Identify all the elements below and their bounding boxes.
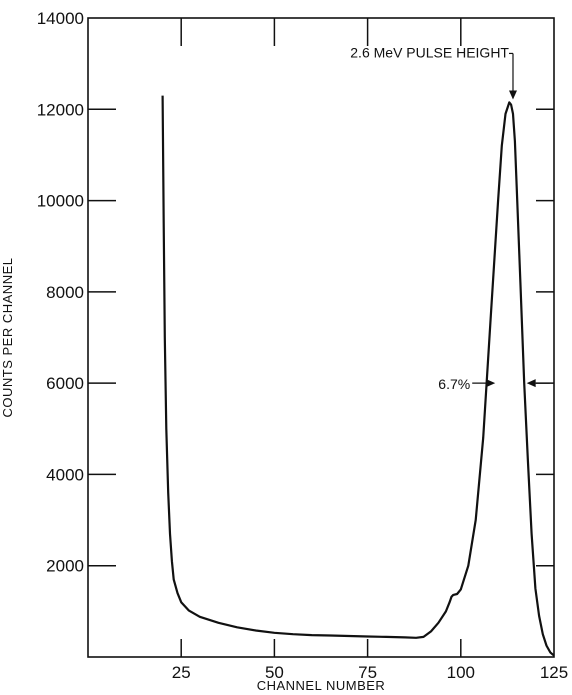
fwhm-left-arrow bbox=[486, 379, 496, 388]
x-tick-label: 50 bbox=[265, 663, 284, 682]
x-tick-labels: 25 50 75 100 125 bbox=[172, 663, 568, 682]
fwhm-right-arrow bbox=[526, 379, 536, 388]
plot-frame bbox=[87, 17, 555, 658]
y-tick-label: 12000 bbox=[37, 100, 84, 119]
peak-label: 2.6 MeV PULSE HEIGHT bbox=[350, 44, 509, 60]
y-tick-label: 8000 bbox=[46, 283, 84, 302]
y-axis-title: COUNTS PER CHANNEL bbox=[0, 258, 15, 418]
x-tick-label: 25 bbox=[172, 663, 191, 682]
peak-arrow-head bbox=[508, 90, 517, 100]
plot-border bbox=[87, 17, 555, 658]
y-tick-label: 10000 bbox=[37, 192, 84, 211]
spectrum-curve bbox=[161, 95, 555, 657]
y-tick-label: 4000 bbox=[46, 465, 84, 484]
axis-ticks bbox=[88, 18, 554, 657]
y-tick-label: 2000 bbox=[46, 557, 84, 576]
x-axis-title: CHANNEL NUMBER bbox=[257, 678, 386, 693]
y-tick-labels: 2000 4000 6000 8000 10000 12000 14000 bbox=[37, 9, 84, 576]
x-tick-label: 125 bbox=[540, 663, 568, 682]
annotations: 2.6 MeV PULSE HEIGHT 6.7% bbox=[350, 44, 550, 392]
x-tick-label: 100 bbox=[447, 663, 475, 682]
y-tick-label: 6000 bbox=[46, 374, 84, 393]
fwhm-label: 6.7% bbox=[438, 376, 470, 392]
x-tick-label: 75 bbox=[358, 663, 377, 682]
y-tick-label: 14000 bbox=[37, 9, 84, 28]
